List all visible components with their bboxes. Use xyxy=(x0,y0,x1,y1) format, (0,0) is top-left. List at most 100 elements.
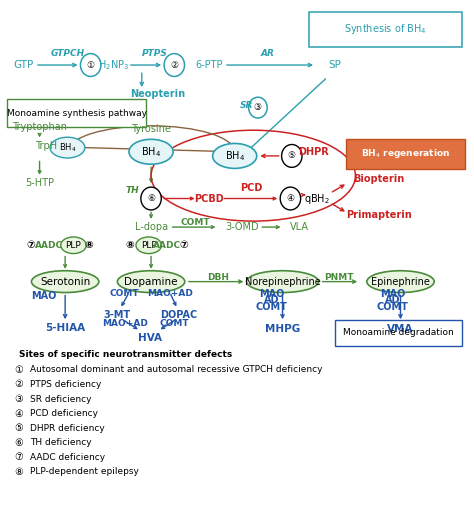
Ellipse shape xyxy=(129,139,173,164)
Ellipse shape xyxy=(61,237,86,253)
Text: PCBD: PCBD xyxy=(194,193,224,204)
Text: GTP: GTP xyxy=(13,60,34,70)
Text: ④: ④ xyxy=(286,194,294,203)
Text: BH$_4$: BH$_4$ xyxy=(59,142,76,154)
Text: ⑦: ⑦ xyxy=(26,240,35,250)
Text: PNMT: PNMT xyxy=(324,273,354,282)
Text: H$_2$NP$_3$: H$_2$NP$_3$ xyxy=(98,58,129,72)
Text: MAO: MAO xyxy=(380,289,405,299)
Ellipse shape xyxy=(118,271,185,293)
Text: qBH$_2$: qBH$_2$ xyxy=(304,191,330,206)
Text: BH$_4$: BH$_4$ xyxy=(225,149,245,163)
Text: PCD: PCD xyxy=(240,183,262,193)
Text: ⑧: ⑧ xyxy=(84,240,93,250)
Text: Biopterin: Biopterin xyxy=(353,174,404,184)
Text: ②: ② xyxy=(14,379,23,390)
Text: Norepinephrine: Norepinephrine xyxy=(245,277,320,287)
Text: ③: ③ xyxy=(254,103,262,112)
Text: MAO+AD: MAO+AD xyxy=(147,289,192,298)
Text: TH: TH xyxy=(126,186,139,195)
FancyBboxPatch shape xyxy=(7,99,146,127)
Circle shape xyxy=(81,54,101,76)
Text: Monoamine degradation: Monoamine degradation xyxy=(343,328,454,337)
Circle shape xyxy=(141,187,161,210)
Circle shape xyxy=(280,187,301,210)
Text: AD: AD xyxy=(385,295,401,305)
Text: ⑥: ⑥ xyxy=(14,438,23,448)
Text: COMT: COMT xyxy=(181,218,210,227)
Text: PTPS deficiency: PTPS deficiency xyxy=(30,380,101,389)
Text: PLP: PLP xyxy=(65,241,82,250)
Text: ⑧: ⑧ xyxy=(126,240,135,250)
Text: AR: AR xyxy=(260,49,274,58)
Text: COMT: COMT xyxy=(377,302,409,312)
FancyBboxPatch shape xyxy=(346,139,465,169)
Text: COMT: COMT xyxy=(159,319,189,328)
Text: ⑧: ⑧ xyxy=(14,467,23,476)
Text: Synthesis of BH$_4$: Synthesis of BH$_4$ xyxy=(344,22,427,36)
Circle shape xyxy=(164,54,184,76)
FancyBboxPatch shape xyxy=(335,320,462,346)
Text: AD: AD xyxy=(264,295,280,305)
Text: 3-OMD: 3-OMD xyxy=(225,222,258,232)
Text: SR: SR xyxy=(239,101,253,110)
Text: BH$_4$ regeneration: BH$_4$ regeneration xyxy=(361,147,450,161)
Text: 6-PTP: 6-PTP xyxy=(195,60,223,70)
Text: DHPR deficiency: DHPR deficiency xyxy=(30,423,105,432)
Text: MAO: MAO xyxy=(259,289,284,299)
Text: ⑤: ⑤ xyxy=(14,423,23,433)
Text: ①: ① xyxy=(87,60,95,69)
Text: ⑦: ⑦ xyxy=(179,240,188,250)
Text: ②: ② xyxy=(170,60,178,69)
Text: 3-MT: 3-MT xyxy=(104,311,131,320)
Text: AADC deficiency: AADC deficiency xyxy=(30,453,105,462)
Text: AADC: AADC xyxy=(35,241,63,250)
Text: TrpH: TrpH xyxy=(36,140,58,151)
Text: Autosomal dominant and autosomal recessive GTPCH deficiency: Autosomal dominant and autosomal recessi… xyxy=(30,365,323,374)
Text: MHPG: MHPG xyxy=(265,324,300,334)
Text: MAO+AD: MAO+AD xyxy=(101,319,147,328)
Text: TH deficiency: TH deficiency xyxy=(30,438,92,447)
Text: 5-HIAA: 5-HIAA xyxy=(45,323,85,333)
Text: BH$_4$: BH$_4$ xyxy=(141,145,161,158)
Ellipse shape xyxy=(136,237,162,253)
Text: DHPR: DHPR xyxy=(298,147,329,157)
Circle shape xyxy=(282,145,302,167)
Text: ③: ③ xyxy=(14,394,23,404)
Text: PLP-dependent epilepsy: PLP-dependent epilepsy xyxy=(30,467,139,476)
Text: PTPS: PTPS xyxy=(141,49,167,58)
Text: 5-HTP: 5-HTP xyxy=(25,178,54,188)
Text: VLA: VLA xyxy=(290,222,309,232)
Text: HVA: HVA xyxy=(137,333,162,343)
Text: Tyrosine: Tyrosine xyxy=(131,124,171,134)
Ellipse shape xyxy=(213,144,257,169)
Text: Primapterin: Primapterin xyxy=(346,210,411,220)
Ellipse shape xyxy=(367,271,434,293)
Ellipse shape xyxy=(31,271,99,293)
Text: ⑦: ⑦ xyxy=(14,452,23,462)
Text: ⑥: ⑥ xyxy=(147,194,155,203)
Text: AADC: AADC xyxy=(153,241,182,250)
Text: COMT: COMT xyxy=(256,302,288,312)
Text: ④: ④ xyxy=(14,409,23,419)
Text: Tryptophan: Tryptophan xyxy=(12,122,67,132)
Text: ①: ① xyxy=(14,365,23,375)
Text: PLP: PLP xyxy=(141,241,156,250)
FancyBboxPatch shape xyxy=(309,12,462,47)
Ellipse shape xyxy=(50,137,85,158)
Text: Sites of specific neurotransmitter defects: Sites of specific neurotransmitter defec… xyxy=(18,350,232,359)
Text: MAO: MAO xyxy=(32,291,57,301)
Text: DOPAC: DOPAC xyxy=(160,311,198,320)
Text: L-dopa: L-dopa xyxy=(135,222,168,232)
Ellipse shape xyxy=(246,271,319,293)
Text: SP: SP xyxy=(328,60,341,70)
Text: Neopterin: Neopterin xyxy=(130,89,186,99)
Text: ⑤: ⑤ xyxy=(288,152,296,161)
Text: SR deficiency: SR deficiency xyxy=(30,394,92,403)
Text: Dopamine: Dopamine xyxy=(124,277,178,287)
Text: Epinephrine: Epinephrine xyxy=(371,277,430,287)
Circle shape xyxy=(248,97,267,118)
Text: Serotonin: Serotonin xyxy=(40,277,90,287)
Text: Monoamine synthesis pathway: Monoamine synthesis pathway xyxy=(7,109,147,118)
Text: VMA: VMA xyxy=(387,324,414,334)
